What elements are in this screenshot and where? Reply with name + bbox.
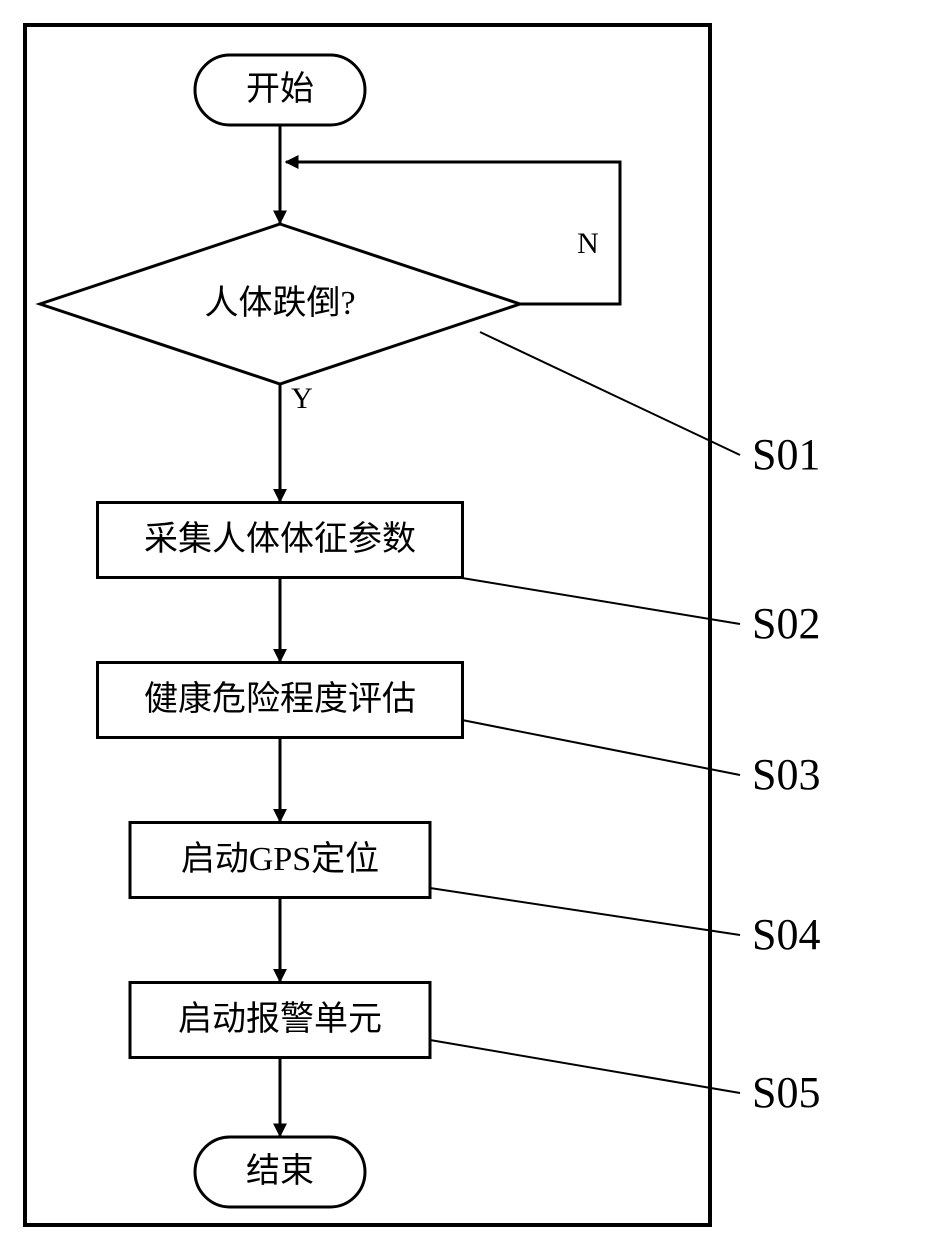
callout-S04: S04 [430, 888, 820, 959]
callout-S02-text: S02 [752, 599, 820, 648]
node-end: 结束 [195, 1137, 365, 1207]
node-s05-text: 启动报警单元 [178, 1000, 382, 1038]
node-decision-text: 人体跌倒? [204, 285, 355, 322]
callout-S03-text: S03 [752, 750, 820, 799]
edge-decision-loop-label: N [577, 227, 599, 260]
callout-S01-text: S01 [752, 430, 820, 479]
callout-S03: S03 [462, 720, 820, 799]
node-s04-text: 启动GPS定位 [181, 840, 379, 878]
callout-S05: S05 [430, 1040, 820, 1117]
callout-S04-text: S04 [752, 910, 820, 959]
callout-S05-text: S05 [752, 1068, 820, 1117]
node-s02: 采集人体体征参数 [98, 503, 463, 578]
node-s03-text: 健康危险程度评估 [144, 680, 416, 718]
callout-S01: S01 [480, 332, 820, 479]
node-start-text: 开始 [246, 70, 314, 108]
node-s04: 启动GPS定位 [130, 823, 430, 898]
node-decision: 人体跌倒? [40, 224, 520, 384]
node-s02-text: 采集人体体征参数 [144, 520, 416, 558]
node-end-text: 结束 [246, 1152, 314, 1190]
node-start: 开始 [195, 55, 365, 125]
node-s03: 健康危险程度评估 [98, 663, 463, 738]
callout-S02: S02 [462, 578, 820, 648]
edge-decision-s02: Y [280, 382, 313, 501]
edge-decision-s02-label: Y [291, 382, 313, 415]
node-s05: 启动报警单元 [130, 983, 430, 1058]
